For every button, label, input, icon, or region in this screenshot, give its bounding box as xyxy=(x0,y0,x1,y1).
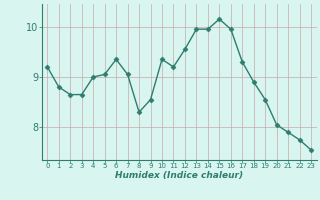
X-axis label: Humidex (Indice chaleur): Humidex (Indice chaleur) xyxy=(115,171,243,180)
